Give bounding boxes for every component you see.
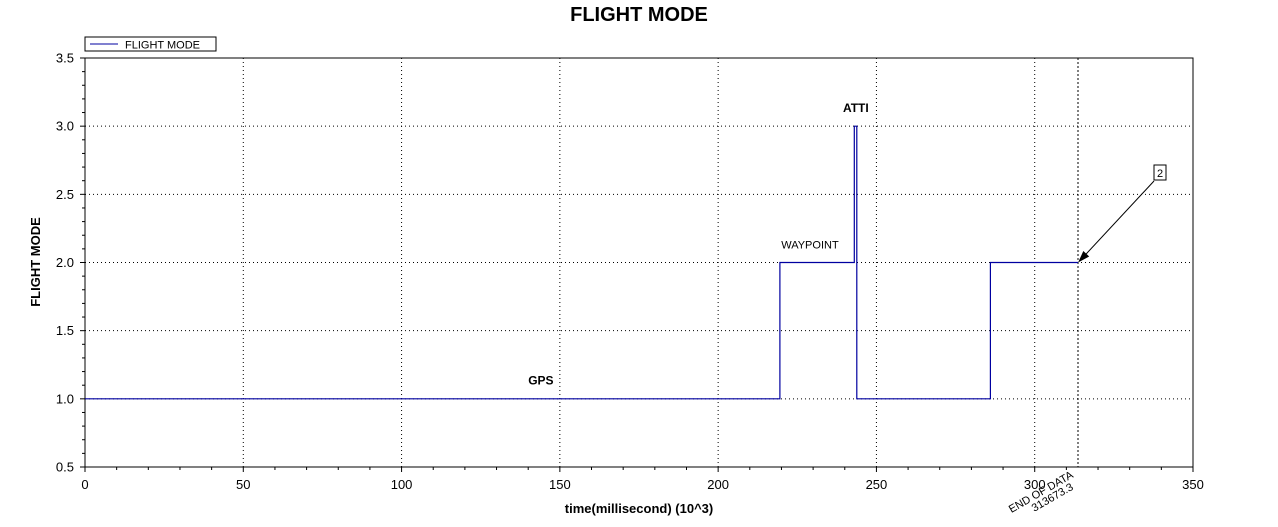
chart-title: FLIGHT MODE (570, 4, 708, 26)
callout-arrow-head (1078, 250, 1090, 263)
y-tick-label: 1.5 (56, 323, 74, 338)
y-tick-label: 1.0 (56, 391, 74, 406)
x-tick-label: 300 (1024, 477, 1046, 492)
x-tick-label: 50 (236, 477, 250, 492)
y-tick-label: 3.5 (56, 51, 74, 66)
callout-label: 2 (1157, 168, 1163, 180)
x-axis-label: time(millisecond) (10^3) (565, 501, 713, 516)
annotation-atti: ATTI (843, 101, 869, 115)
x-tick-label: 100 (391, 477, 413, 492)
y-tick-label: 3.0 (56, 119, 74, 134)
x-tick-label: 0 (81, 477, 88, 492)
callout-box (1153, 164, 1167, 181)
y-tick-label: 2.5 (56, 187, 74, 202)
x-tick-label: 250 (866, 477, 888, 492)
callout-marker: 2 (1078, 164, 1167, 263)
annotations-layer: GPS WAYPOINT ATTI (528, 101, 869, 388)
legend-label: FLIGHT MODE (125, 40, 200, 52)
flight-mode-series-line (85, 125, 1079, 400)
x-tick-label: 200 (707, 477, 729, 492)
y-tick-label: 2.0 (56, 255, 74, 270)
axis-tick-labels: 0 50 100 150 200 250 300 350 0.5 1.0 1.5 2.0 2.5 3.0 3… (56, 51, 1204, 493)
x-tick-label: 350 (1182, 477, 1204, 492)
callout-arrow-line (1079, 180, 1155, 261)
axis-ticks (80, 57, 1194, 472)
annotation-gps: GPS (528, 374, 553, 388)
x-tick-label: 150 (549, 477, 571, 492)
legend-box (84, 36, 217, 52)
annotation-waypoint: WAYPOINT (781, 239, 839, 251)
legend: FLIGHT MODE (84, 36, 217, 52)
y-axis-label: FLIGHT MODE (28, 217, 43, 307)
series-layer (85, 125, 1079, 400)
y-tick-label: 0.5 (56, 460, 74, 475)
